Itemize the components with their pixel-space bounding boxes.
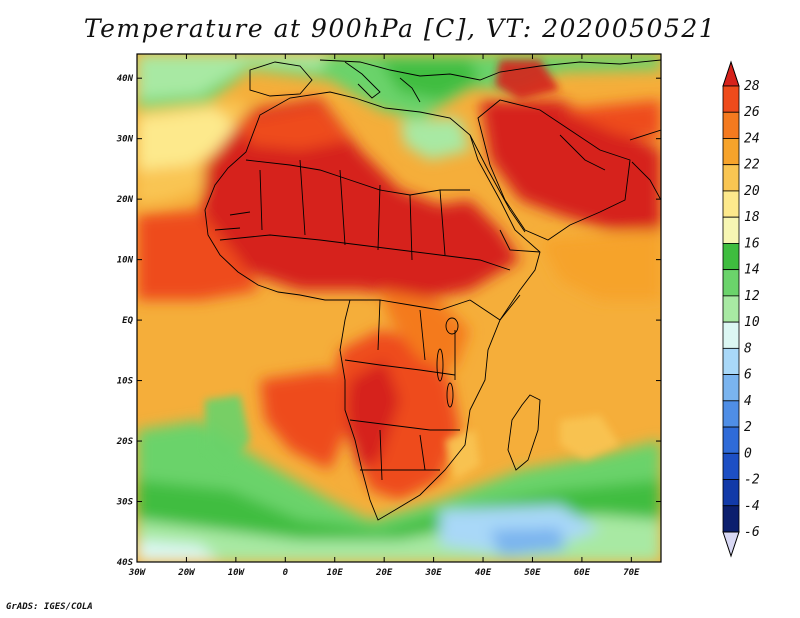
- colorbar-segment: [722, 216, 740, 244]
- credit-text: GrADS: IGES/COLA: [6, 602, 93, 612]
- lon-tick-label: 50E: [524, 568, 541, 578]
- lon-tick-label: 20E: [375, 568, 393, 578]
- colorbar-segment: [722, 426, 740, 454]
- colorbar-label: 26: [744, 105, 760, 120]
- lat-tick-label: EQ: [122, 316, 133, 326]
- colorbar-label: 22: [744, 158, 760, 173]
- colorbar-segment: [722, 164, 740, 192]
- lat-tick-label: 30N: [116, 135, 134, 145]
- colorbar-label: 0: [744, 446, 752, 461]
- colorbar-segment: [722, 295, 740, 323]
- lon-tick-label: 10W: [228, 568, 246, 578]
- colorbar-segment: [722, 190, 740, 218]
- lat-tick-label: 30S: [116, 498, 134, 508]
- colorbar-label: 14: [744, 263, 760, 278]
- lon-tick-label: 20W: [177, 568, 196, 578]
- colorbar-label: -6: [744, 525, 760, 540]
- colorbar-label: 10: [744, 315, 760, 330]
- colorbar-segment: [722, 243, 740, 271]
- colorbar-label: 12: [744, 289, 760, 304]
- map-title: Temperature at 900hPa [C], VT: 202005052…: [83, 14, 717, 43]
- colorbar-label: 2: [744, 420, 752, 435]
- lat-tick-label: 10S: [117, 377, 134, 387]
- colorbar-segment: [722, 85, 740, 113]
- coastlines: [204, 59, 661, 521]
- colorbar-label: 28: [744, 79, 760, 94]
- lat-axis: 40N 30N 20N 10N EQ 10S 20S 30S 40S: [116, 74, 661, 568]
- colorbar-segment: [722, 269, 740, 297]
- temperature-field: [137, 54, 661, 562]
- colorbar-top-arrow: [722, 60, 740, 87]
- colorbar-label: 8: [744, 341, 752, 356]
- lat-tick-label: 20N: [116, 195, 134, 205]
- colorbar-segment: [722, 138, 740, 166]
- colorbar-label: 4: [744, 394, 752, 409]
- lon-axis: 30W 20W 10W 0 10E 20E 30E 40E 50E 60E 70E: [128, 54, 640, 578]
- colorbar-segment: [722, 452, 740, 480]
- colorbar-label: 6: [744, 368, 752, 383]
- colorbar-segment: [722, 111, 740, 139]
- lon-tick-label: 30W: [128, 568, 147, 578]
- lon-tick-label: 30E: [424, 568, 442, 578]
- colorbar-segment: [722, 400, 740, 428]
- plot-frame: [136, 53, 662, 563]
- colorbar-segment: [722, 321, 740, 349]
- colorbar-segment: [722, 347, 740, 375]
- colorbar-bottom-arrow: [722, 531, 740, 558]
- lon-tick-label: 60E: [574, 568, 591, 578]
- lat-tick-label: 40S: [117, 558, 134, 568]
- lon-tick-label: 70E: [623, 568, 640, 578]
- colorbar-label: 24: [744, 131, 760, 146]
- colorbar-label: 18: [744, 210, 760, 225]
- colorbar-segment: [722, 374, 740, 402]
- colorbar-label: -4: [744, 499, 760, 514]
- lon-tick-label: 40E: [475, 568, 492, 578]
- colorbar-segment: [722, 505, 740, 533]
- colorbar-label: 20: [744, 184, 760, 199]
- colorbar-label: 16: [744, 236, 760, 251]
- lat-tick-label: 10N: [117, 256, 134, 266]
- colorbar-label: -2: [744, 473, 760, 488]
- lat-tick-label: 20S: [116, 437, 134, 447]
- colorbar-segment: [722, 479, 740, 507]
- lon-tick-label: 10E: [327, 568, 344, 578]
- lon-tick-label: 0: [283, 568, 289, 578]
- lat-tick-label: 40N: [117, 74, 134, 84]
